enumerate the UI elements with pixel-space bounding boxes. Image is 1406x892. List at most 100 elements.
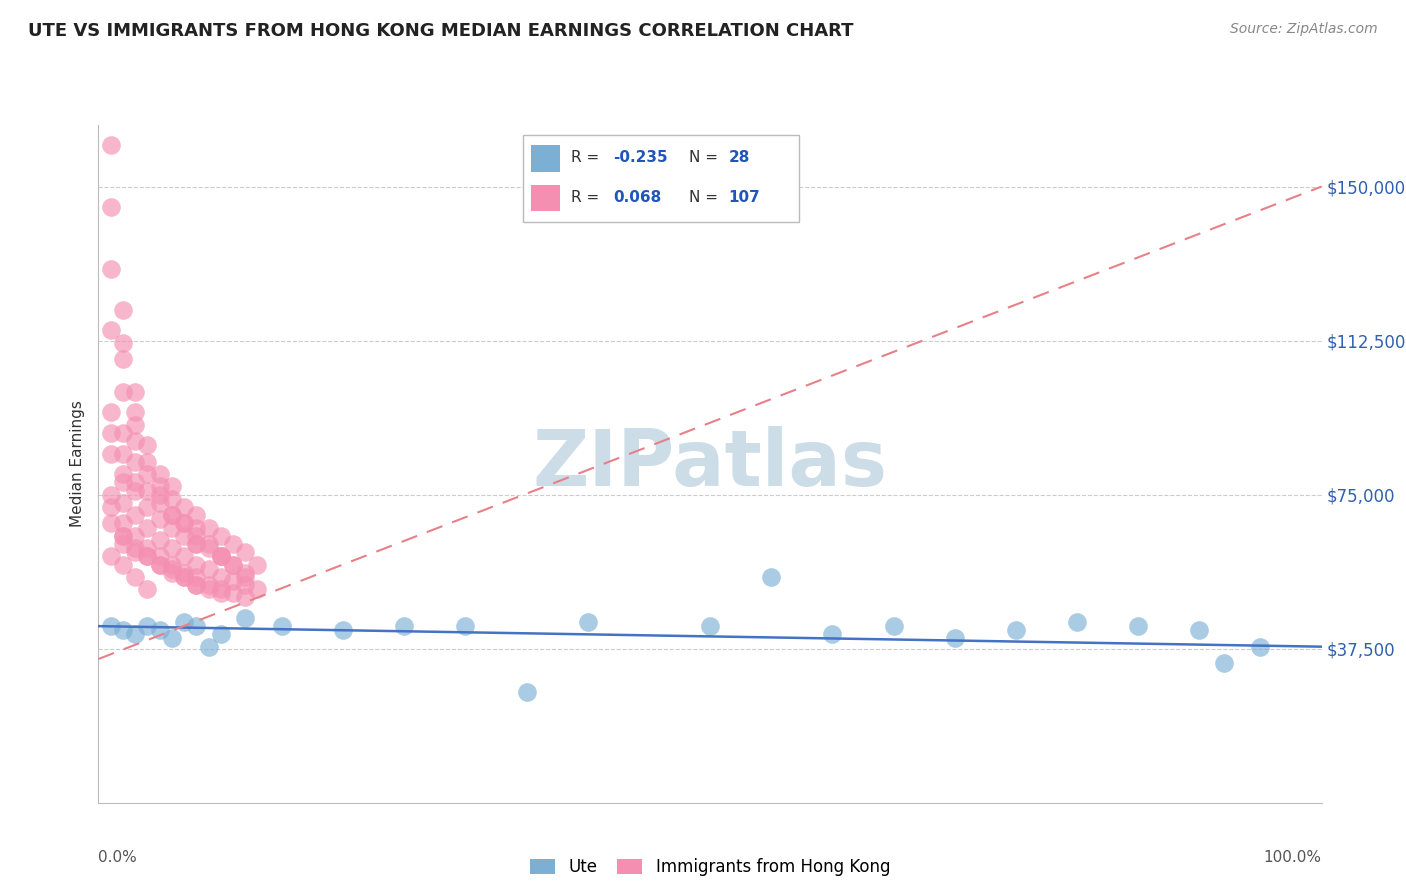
Point <box>124 508 146 523</box>
Point <box>209 529 232 543</box>
Point <box>160 541 183 555</box>
Point <box>124 455 146 469</box>
Point <box>209 549 232 564</box>
Point <box>149 488 172 502</box>
Point <box>1004 624 1026 638</box>
Point <box>100 261 122 276</box>
Point <box>1250 640 1272 654</box>
Point <box>186 520 208 534</box>
Point <box>173 570 195 584</box>
Point <box>124 405 146 419</box>
Point <box>111 467 134 482</box>
Text: 0.0%: 0.0% <box>98 850 138 865</box>
Point <box>136 619 159 633</box>
Point <box>124 529 146 543</box>
Point <box>149 624 172 638</box>
Point <box>124 545 146 559</box>
Point <box>233 578 256 592</box>
Text: 107: 107 <box>728 190 761 204</box>
Point <box>124 475 146 490</box>
Point <box>516 685 538 699</box>
Point <box>149 533 172 547</box>
Text: 28: 28 <box>728 151 749 165</box>
Point <box>246 558 269 572</box>
Point <box>160 558 183 572</box>
Text: Source: ZipAtlas.com: Source: ZipAtlas.com <box>1230 22 1378 37</box>
Point <box>136 438 159 452</box>
Point <box>100 446 122 460</box>
Point <box>111 529 134 543</box>
Point <box>111 496 134 510</box>
Point <box>124 434 146 449</box>
Point <box>197 640 219 654</box>
Point <box>111 558 134 572</box>
Point <box>173 549 195 564</box>
Point <box>699 619 721 633</box>
Point <box>149 496 172 510</box>
Point <box>111 384 134 399</box>
Bar <box>531 185 560 211</box>
Point <box>136 455 159 469</box>
Point <box>160 520 183 534</box>
Point <box>149 558 172 572</box>
Point <box>160 561 183 575</box>
Point <box>100 619 122 633</box>
Point <box>111 475 134 490</box>
Point <box>111 302 134 317</box>
Point <box>100 405 122 419</box>
Point <box>100 323 122 337</box>
Point <box>197 541 219 555</box>
Point <box>209 570 232 584</box>
Point <box>576 615 599 629</box>
Point <box>111 335 134 350</box>
Point <box>136 549 159 564</box>
Point <box>173 516 195 531</box>
Point <box>209 549 232 564</box>
Point <box>209 549 232 564</box>
Legend: Ute, Immigrants from Hong Kong: Ute, Immigrants from Hong Kong <box>523 851 897 882</box>
Point <box>136 483 159 498</box>
Point <box>160 491 183 506</box>
Point <box>233 545 256 559</box>
Point <box>136 520 159 534</box>
Point <box>173 566 195 580</box>
Point <box>100 138 122 153</box>
Point <box>111 446 134 460</box>
Point <box>883 619 905 633</box>
Text: ZIPatlas: ZIPatlas <box>533 425 887 502</box>
Point <box>100 516 122 531</box>
Text: 0.068: 0.068 <box>613 190 661 204</box>
Point <box>186 529 208 543</box>
Y-axis label: Median Earnings: Median Earnings <box>70 401 86 527</box>
Point <box>173 500 195 514</box>
Point <box>173 570 195 584</box>
Point <box>160 508 183 523</box>
Point <box>233 570 256 584</box>
Point <box>1188 624 1211 638</box>
Point <box>173 516 195 531</box>
Point <box>233 611 256 625</box>
Point <box>124 483 146 498</box>
Point <box>149 479 172 493</box>
Point <box>197 582 219 596</box>
Point <box>222 558 245 572</box>
Point <box>124 541 146 555</box>
Point <box>186 558 208 572</box>
Point <box>209 586 232 600</box>
Point <box>197 578 219 592</box>
Point <box>186 508 208 523</box>
Point <box>160 479 183 493</box>
Point <box>209 627 232 641</box>
Point <box>209 582 232 596</box>
Point <box>136 541 159 555</box>
Text: 100.0%: 100.0% <box>1264 850 1322 865</box>
Text: R =: R = <box>571 190 605 204</box>
Point <box>1066 615 1088 629</box>
Text: N =: N = <box>689 190 723 204</box>
Point <box>246 582 269 596</box>
Point <box>233 566 256 580</box>
Point <box>149 512 172 526</box>
Point <box>149 549 172 564</box>
Point <box>111 529 134 543</box>
Point <box>111 516 134 531</box>
